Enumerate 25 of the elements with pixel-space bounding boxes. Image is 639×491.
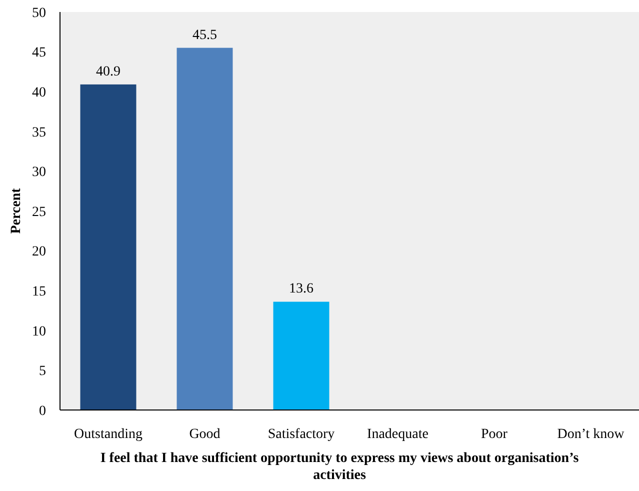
x-tick-label: Good bbox=[189, 427, 220, 442]
y-tick-label: 5 bbox=[39, 364, 46, 380]
y-axis-title: Percent bbox=[9, 188, 24, 234]
y-tick-label: 45 bbox=[32, 46, 46, 61]
y-tick-label: 35 bbox=[32, 125, 46, 140]
y-tick-label: 15 bbox=[32, 284, 46, 300]
y-tick-label: 30 bbox=[32, 165, 46, 180]
data-label: 40.9 bbox=[96, 64, 120, 80]
x-tick-label: Inadequate bbox=[367, 427, 428, 442]
data-label: 13.6 bbox=[289, 282, 314, 297]
bar bbox=[80, 84, 136, 410]
data-label: 45.5 bbox=[192, 28, 217, 43]
y-tick-label: 50 bbox=[32, 6, 46, 21]
x-tick-label: Poor bbox=[481, 427, 508, 442]
y-tick-label: 20 bbox=[32, 244, 46, 260]
y-tick-label: 40 bbox=[32, 86, 46, 100]
x-tick-label: Don’t know bbox=[557, 427, 626, 442]
bar bbox=[176, 48, 233, 410]
y-tick-label: 25 bbox=[32, 204, 46, 220]
x-axis-title: I feel that I have sufficient opportunity to express my views about organisation’s activities bbox=[100, 451, 580, 483]
y-tick-label: 10 bbox=[32, 324, 46, 340]
x-tick-label: Outstanding bbox=[74, 427, 142, 442]
bar bbox=[273, 302, 330, 410]
y-tick-label: 0 bbox=[39, 404, 46, 419]
x-tick-label: Satisfactory bbox=[268, 427, 335, 442]
